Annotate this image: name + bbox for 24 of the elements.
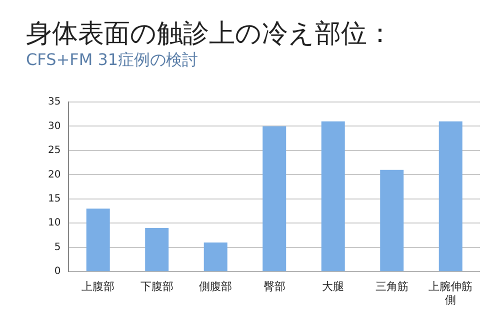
x-tick-label: 側腹部: [199, 280, 232, 294]
y-tick-label: 15: [48, 194, 61, 205]
y-tick-label: 0: [54, 266, 61, 278]
x-tick-label: 臀部: [263, 280, 286, 294]
x-tick-label: 大腿: [322, 280, 344, 294]
y-tick-label: 10: [48, 218, 61, 229]
x-tick-label: 三角筋: [375, 280, 408, 294]
bar: [262, 126, 286, 272]
y-tick-label: 25: [48, 145, 61, 156]
bar: [321, 121, 345, 272]
x-tick-label: 下腹部: [140, 280, 174, 294]
bar: [204, 242, 228, 272]
chart-subtitle: CFS+FM 31症例の検討: [26, 50, 198, 71]
bar: [380, 170, 404, 272]
y-tick-label: 20: [48, 169, 61, 180]
bar: [145, 228, 169, 272]
chart-title: 身体表面の触診上の冷え部位：: [26, 18, 393, 51]
y-tick-label: 35: [48, 96, 61, 108]
y-tick-label: 5: [54, 242, 61, 253]
bar: [86, 208, 110, 272]
y-tick-label: 30: [48, 120, 61, 132]
x-tick-label: 上腕伸筋側: [428, 280, 473, 306]
x-tick-label: 上腹部: [82, 280, 115, 294]
bar: [438, 121, 462, 272]
